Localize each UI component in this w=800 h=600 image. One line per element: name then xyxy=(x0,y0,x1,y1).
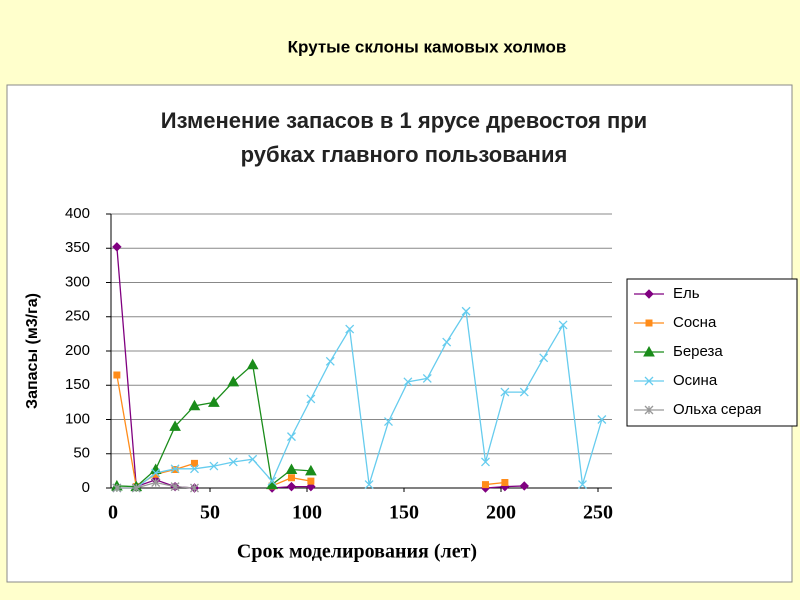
y-tick-label: 350 xyxy=(65,239,90,256)
x-axis-title: Срок моделирования (лет) xyxy=(237,541,477,563)
marker xyxy=(306,394,316,404)
marker xyxy=(500,387,510,397)
y-tick-label: 0 xyxy=(82,479,90,496)
marker xyxy=(170,482,180,492)
x-tick-label: 50 xyxy=(200,502,220,524)
marker xyxy=(384,417,393,427)
y-tick-label: 200 xyxy=(65,342,90,359)
marker xyxy=(151,478,161,487)
y-axis-title: Запасы (м3/га) xyxy=(24,293,41,409)
marker xyxy=(645,319,653,327)
x-tick-label: 150 xyxy=(389,502,419,524)
marker xyxy=(228,457,238,467)
y-tick-label: 100 xyxy=(65,410,90,427)
chart-title: Изменение запасов в 1 ярусе древостоя пр… xyxy=(161,108,647,133)
marker xyxy=(170,464,180,474)
marker xyxy=(112,483,122,493)
series-line xyxy=(116,309,603,489)
legend-label: Ель xyxy=(673,285,700,302)
marker xyxy=(227,375,240,387)
marker xyxy=(169,420,181,431)
marker xyxy=(305,464,317,476)
y-tick-label: 150 xyxy=(65,376,90,393)
marker xyxy=(325,356,335,366)
marker xyxy=(644,405,654,415)
marker xyxy=(422,373,432,383)
x-tick-label: 0 xyxy=(108,502,118,524)
marker xyxy=(644,376,654,386)
x-tick-label: 100 xyxy=(292,502,322,524)
marker xyxy=(190,483,199,493)
marker xyxy=(113,371,121,379)
y-tick-label: 50 xyxy=(73,445,90,462)
legend-label: Береза xyxy=(673,343,723,360)
marker xyxy=(287,432,296,442)
marker xyxy=(190,459,198,467)
marker xyxy=(131,483,141,493)
y-tick-label: 300 xyxy=(65,273,90,290)
marker xyxy=(539,353,549,363)
marker xyxy=(208,396,220,407)
legend-label: Ольха серая xyxy=(673,401,762,418)
marker xyxy=(364,480,374,490)
chart-title: рубках главного пользования xyxy=(241,142,568,167)
marker xyxy=(246,358,259,370)
marker xyxy=(558,320,568,330)
marker xyxy=(287,474,295,482)
marker xyxy=(307,477,315,485)
marker xyxy=(461,306,471,316)
marker xyxy=(519,481,529,491)
marker xyxy=(578,480,587,490)
marker xyxy=(643,345,655,357)
x-tick-label: 250 xyxy=(583,502,613,524)
marker xyxy=(286,481,297,492)
slide-title: Крутые склоны камовых холмов xyxy=(288,37,567,56)
x-tick-label: 200 xyxy=(486,502,516,524)
marker xyxy=(190,464,199,474)
marker xyxy=(151,468,161,478)
marker xyxy=(481,457,490,467)
marker xyxy=(285,463,298,475)
marker xyxy=(597,415,607,424)
marker xyxy=(501,479,509,487)
marker xyxy=(267,476,277,486)
legend-label: Осина xyxy=(673,372,718,389)
marker xyxy=(345,324,355,334)
marker xyxy=(248,454,258,464)
marker xyxy=(403,377,413,387)
marker xyxy=(112,242,122,252)
marker xyxy=(481,481,489,489)
legend-label: Сосна xyxy=(673,314,717,331)
marker xyxy=(644,289,654,299)
marker xyxy=(209,461,219,471)
y-tick-label: 250 xyxy=(65,308,90,325)
marker xyxy=(188,399,201,411)
marker xyxy=(519,387,529,397)
y-tick-label: 400 xyxy=(65,205,90,222)
marker xyxy=(442,337,452,347)
